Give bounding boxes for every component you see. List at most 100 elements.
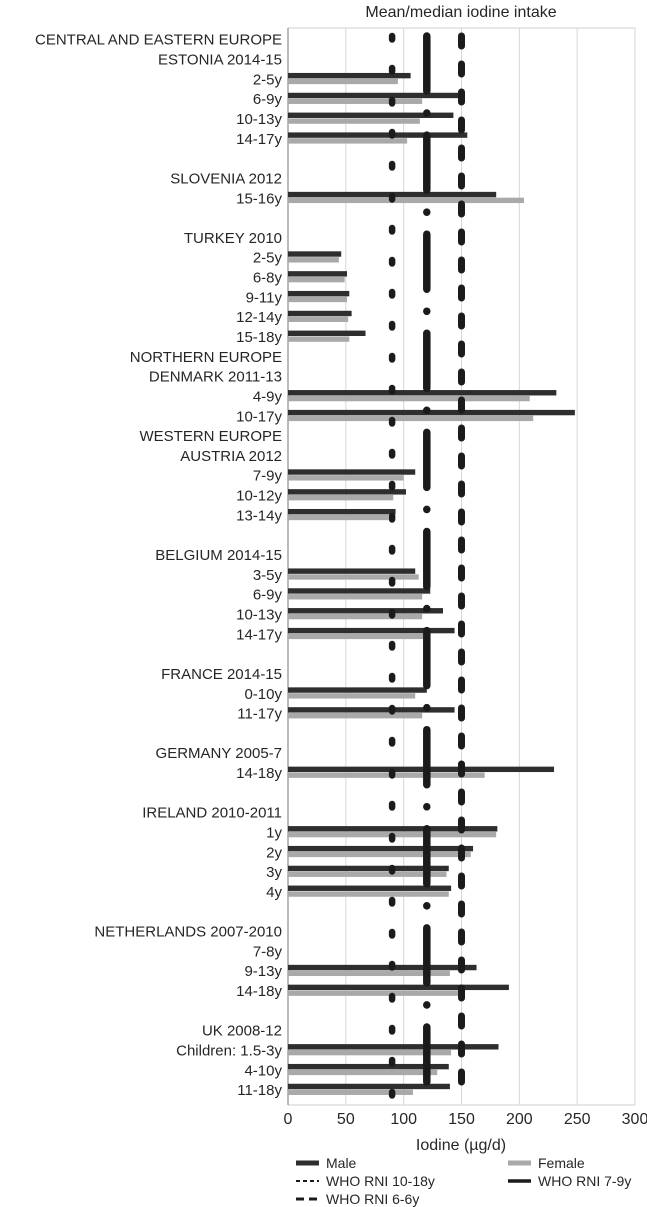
male-bar — [288, 92, 462, 99]
row-header-label: BELGIUM 2014-15 — [155, 547, 282, 564]
male-bar — [288, 72, 411, 79]
legend-label: WHO RNI 7-9y — [538, 1173, 631, 1189]
row-age-label: 7-8y — [253, 943, 283, 960]
legend-label: Male — [326, 1155, 357, 1171]
female-bar — [288, 851, 471, 858]
male-bar — [288, 489, 406, 495]
row-age-label: 10-17y — [236, 408, 282, 425]
male-bar — [288, 271, 347, 277]
row-header-label: SLOVENIA 2012 — [170, 170, 282, 187]
row-age-label: 14-18y — [236, 765, 282, 782]
male-bar — [288, 568, 416, 574]
x-tick-label: 250 — [564, 1111, 591, 1128]
x-tick-label: 100 — [390, 1111, 417, 1128]
male-bar — [288, 290, 350, 297]
female-bar — [288, 118, 420, 124]
row-age-label: 1y — [266, 825, 282, 842]
female-bar — [288, 257, 339, 263]
legend-label: WHO RNI 10-18y — [326, 1173, 435, 1189]
female-bar — [288, 316, 349, 322]
row-age-label: 4-10y — [244, 1062, 282, 1079]
male-bar — [288, 330, 366, 336]
row-age-label: 12-14y — [236, 309, 282, 326]
female-bar — [288, 613, 423, 620]
row-age-label: 9-13y — [244, 963, 282, 980]
male-bar — [288, 707, 455, 713]
row-age-label: 4y — [266, 884, 282, 901]
chart-title: Mean/median iodine intake — [365, 4, 556, 21]
female-bar — [288, 138, 408, 144]
x-tick-label: 150 — [448, 1111, 475, 1128]
x-tick-label: 0 — [284, 1111, 293, 1128]
female-bar — [288, 871, 447, 877]
row-age-label: 10-13y — [236, 111, 282, 128]
row-age-label: 15-18y — [236, 329, 282, 346]
row-age-label: 11-17y — [237, 706, 282, 723]
male-bar — [288, 885, 452, 891]
male-bar — [288, 1083, 450, 1090]
female-bar — [288, 693, 416, 699]
row-age-label: 10-13y — [236, 606, 282, 623]
x-axis-label: Iodine (µg/d) — [416, 1137, 506, 1154]
row-header-label: UK 2008-12 — [202, 1023, 282, 1040]
row-age-label: 6-9y — [253, 91, 283, 108]
row-age-label: 2y — [266, 844, 282, 861]
row-header-label: NETHERLANDS 2007-2010 — [94, 924, 282, 941]
female-bar — [288, 336, 350, 342]
x-tick-label: 300 — [622, 1111, 647, 1128]
female-bar — [288, 475, 404, 481]
x-tick-label: 50 — [337, 1111, 355, 1128]
female-bar — [288, 891, 449, 897]
row-age-label: 0-10y — [244, 686, 282, 703]
row-age-label: 14-17y — [236, 131, 282, 148]
female-bar — [288, 494, 394, 501]
legend: Male Female WHO RNI 10-18y WHO RNI 7-9y … — [296, 1155, 631, 1207]
row-age-label: 15-16y — [236, 190, 282, 207]
row-age-label: 14-18y — [236, 983, 282, 1000]
male-bar — [288, 964, 477, 971]
row-age-label: 3-5y — [253, 567, 283, 584]
row-header-label: CENTRAL AND EASTERN EUROPE — [35, 32, 282, 49]
female-bar — [288, 772, 485, 778]
row-age-label: 4-9y — [253, 388, 283, 405]
male-bar — [288, 469, 416, 475]
row-age-label: 7-9y — [253, 468, 283, 485]
row-header-label: WESTERN EUROPE — [139, 428, 282, 445]
male-bar — [288, 608, 443, 614]
row-age-label: 14-17y — [236, 626, 282, 643]
row-header-label: FRANCE 2014-15 — [161, 666, 282, 683]
male-bar — [288, 588, 431, 594]
male-bar — [288, 310, 352, 317]
row-age-label: 6-8y — [253, 270, 283, 287]
male-bar — [288, 865, 449, 872]
female-bar — [288, 1049, 452, 1056]
row-header-label: NORTHERN EUROPE — [130, 349, 282, 366]
bars-and-row-labels: CENTRAL AND EASTERN EUROPE ESTONIA 2014-1… — [35, 32, 575, 1099]
female-bar — [288, 78, 398, 85]
male-bar — [288, 687, 427, 693]
row-header-label: AUSTRIA 2012 — [180, 448, 282, 465]
male-bar — [288, 390, 557, 396]
female-bar — [288, 574, 419, 580]
row-header-label: DENMARK 2011-13 — [149, 369, 282, 386]
who-rni-reference-lines — [388, 32, 465, 1101]
female-bar — [288, 514, 389, 521]
male-bar — [288, 132, 468, 138]
male-bar — [288, 627, 455, 634]
male-bar — [288, 112, 454, 118]
female-bar — [288, 712, 423, 719]
female-bar — [288, 1069, 438, 1076]
row-age-label: 6-9y — [253, 587, 283, 604]
legend-item-male: Male — [296, 1155, 357, 1171]
female-bar — [288, 276, 345, 283]
legend-label: Female — [538, 1155, 585, 1171]
legend-item-female: Female — [508, 1155, 585, 1171]
legend-item-who-rni-10-18y: WHO RNI 10-18y — [296, 1173, 435, 1189]
female-bar — [288, 633, 424, 640]
row-header-label: ESTONIA 2014-15 — [158, 52, 282, 69]
male-bar — [288, 826, 498, 832]
legend-item-who-rni-7-9y: WHO RNI 7-9y — [508, 1173, 631, 1189]
male-bar — [288, 251, 342, 257]
row-age-label: 2-5y — [253, 250, 283, 267]
